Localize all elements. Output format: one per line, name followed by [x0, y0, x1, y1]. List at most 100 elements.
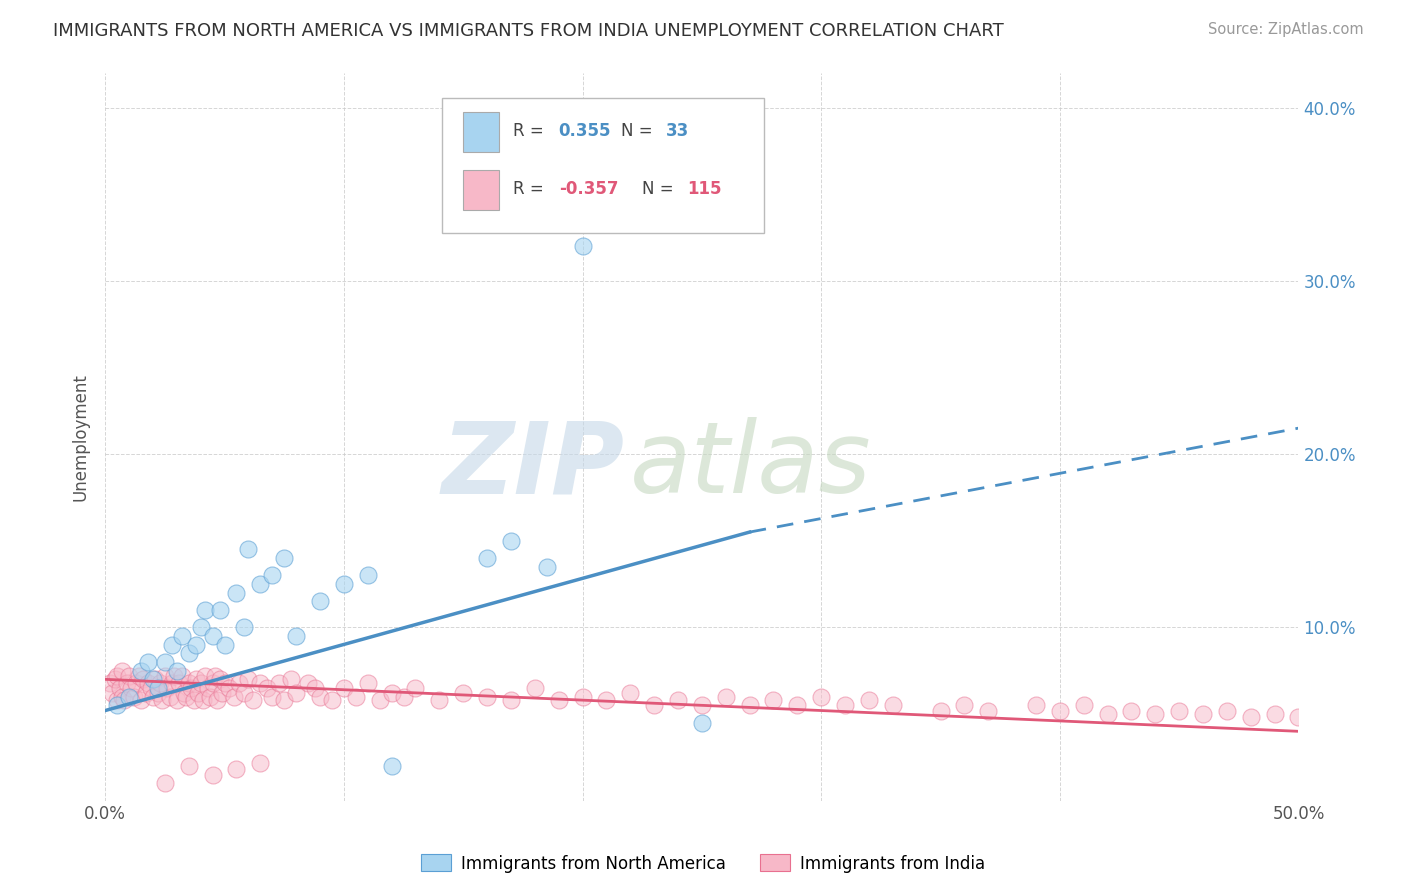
- Text: R =: R =: [513, 180, 550, 198]
- Point: [118, 669, 141, 683]
- Point: [357, 675, 380, 690]
- Point: [571, 239, 593, 253]
- Text: 33: 33: [666, 122, 689, 140]
- Point: [142, 690, 165, 704]
- Point: [214, 638, 236, 652]
- Text: 0.355: 0.355: [558, 122, 612, 140]
- Point: [166, 664, 188, 678]
- Point: [786, 698, 808, 713]
- Point: [201, 675, 224, 690]
- Point: [204, 669, 226, 683]
- Point: [191, 693, 214, 707]
- Point: [619, 686, 641, 700]
- Point: [285, 686, 308, 700]
- Point: [156, 681, 179, 695]
- Point: [858, 693, 880, 707]
- Text: N =: N =: [620, 122, 658, 140]
- Text: atlas: atlas: [630, 417, 872, 515]
- Point: [167, 675, 190, 690]
- Point: [184, 638, 207, 652]
- Point: [108, 681, 131, 695]
- Point: [105, 698, 128, 713]
- FancyBboxPatch shape: [441, 98, 763, 233]
- Point: [136, 655, 159, 669]
- Point: [143, 673, 166, 687]
- Point: [190, 620, 212, 634]
- Point: [104, 673, 127, 687]
- Point: [238, 673, 260, 687]
- Point: [690, 698, 713, 713]
- Point: [211, 686, 233, 700]
- Point: [177, 646, 200, 660]
- Point: [242, 693, 264, 707]
- Text: IMMIGRANTS FROM NORTH AMERICA VS IMMIGRANTS FROM INDIA UNEMPLOYMENT CORRELATION : IMMIGRANTS FROM NORTH AMERICA VS IMMIGRA…: [53, 22, 1004, 40]
- Point: [207, 693, 229, 707]
- Point: [643, 698, 665, 713]
- Point: [304, 681, 326, 695]
- Point: [105, 669, 128, 683]
- Point: [523, 681, 546, 695]
- Point: [180, 681, 202, 695]
- Point: [200, 690, 222, 704]
- Point: [139, 681, 162, 695]
- Point: [153, 776, 176, 790]
- Point: [160, 675, 183, 690]
- Point: [309, 690, 332, 704]
- Point: [1073, 698, 1095, 713]
- Point: [280, 673, 302, 687]
- Text: 115: 115: [688, 180, 723, 198]
- Point: [153, 669, 176, 683]
- Point: [595, 693, 617, 707]
- Point: [111, 690, 134, 704]
- Point: [834, 698, 856, 713]
- Point: [214, 675, 236, 690]
- Point: [536, 559, 558, 574]
- Point: [129, 664, 152, 678]
- Point: [146, 681, 169, 695]
- Point: [197, 681, 219, 695]
- Point: [475, 690, 498, 704]
- Point: [232, 620, 254, 634]
- Point: [333, 681, 356, 695]
- Point: [111, 664, 134, 678]
- Point: [225, 763, 247, 777]
- Point: [176, 690, 198, 704]
- Text: ZIP: ZIP: [441, 417, 624, 515]
- Point: [249, 577, 271, 591]
- Point: [333, 577, 356, 591]
- Point: [101, 686, 124, 700]
- FancyBboxPatch shape: [463, 169, 499, 210]
- Point: [475, 551, 498, 566]
- Point: [929, 704, 952, 718]
- Point: [129, 693, 152, 707]
- Point: [1168, 704, 1191, 718]
- Point: [249, 675, 271, 690]
- Point: [208, 673, 231, 687]
- Point: [499, 693, 522, 707]
- Point: [142, 673, 165, 687]
- Point: [146, 686, 169, 700]
- Point: [135, 686, 157, 700]
- Point: [1192, 706, 1215, 721]
- Point: [285, 629, 308, 643]
- Point: [218, 681, 240, 695]
- Point: [208, 603, 231, 617]
- Point: [222, 690, 245, 704]
- Point: [381, 759, 404, 773]
- Point: [187, 686, 209, 700]
- Point: [1097, 706, 1119, 721]
- Point: [547, 693, 569, 707]
- Point: [977, 704, 1000, 718]
- Point: [953, 698, 976, 713]
- Point: [159, 690, 181, 704]
- Point: [173, 686, 195, 700]
- Point: [152, 693, 174, 707]
- FancyBboxPatch shape: [463, 112, 499, 152]
- Point: [571, 690, 593, 704]
- Point: [392, 690, 415, 704]
- Point: [122, 690, 145, 704]
- Point: [225, 585, 247, 599]
- Point: [1240, 710, 1263, 724]
- Point: [882, 698, 904, 713]
- Point: [321, 693, 343, 707]
